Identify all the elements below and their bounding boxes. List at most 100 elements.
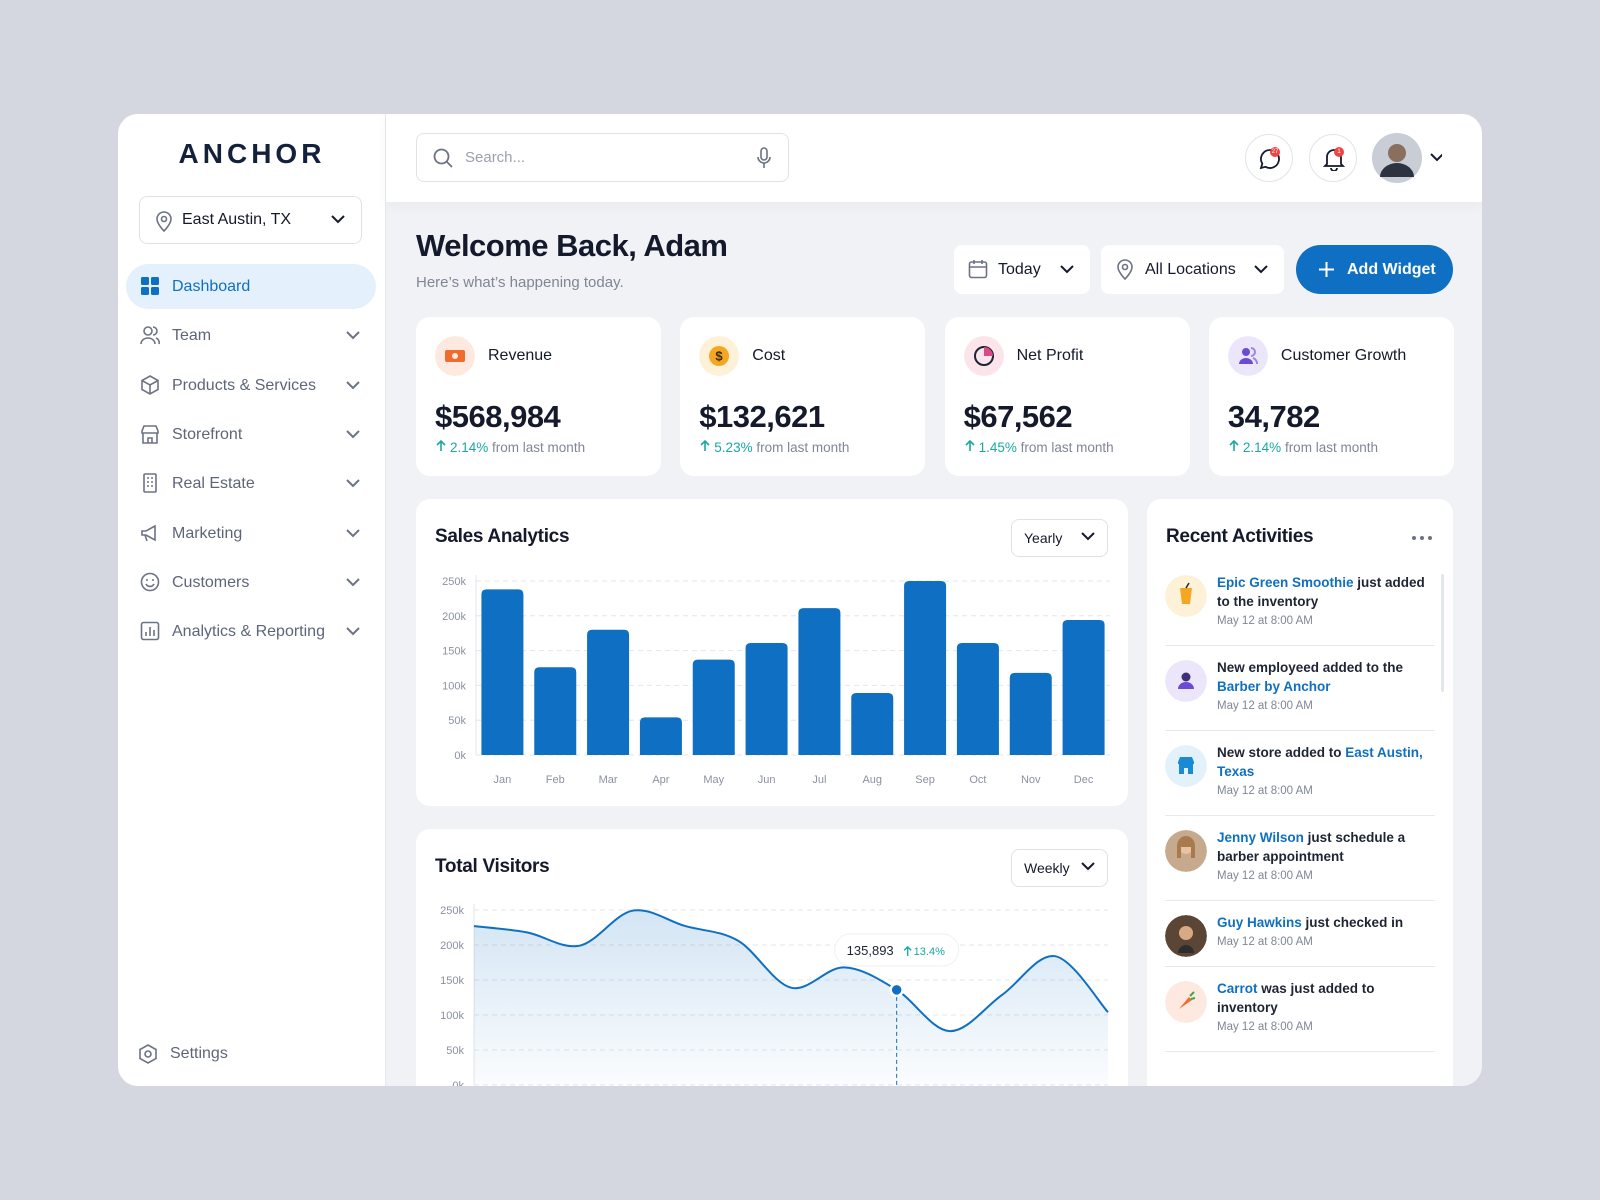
- location-filter[interactable]: All Locations: [1101, 245, 1284, 294]
- chevron: [346, 479, 360, 488]
- activity-text: New employeed added to the Barber by Anc…: [1217, 658, 1435, 696]
- brand-logo[interactable]: ANCHOR: [178, 138, 326, 169]
- activity-item[interactable]: New employeed added to the Barber by Anc…: [1165, 646, 1435, 731]
- nav-icon: [140, 621, 160, 641]
- activity-phrase: New employeed added to the: [1217, 660, 1404, 675]
- welcome-subtitle: Here’s what’s happening today.: [416, 274, 624, 291]
- activity-phrase: was just added to inventory: [1217, 981, 1375, 1015]
- date-filter[interactable]: Today: [954, 245, 1090, 294]
- activity-link[interactable]: Carrot: [1217, 981, 1258, 996]
- x-tick-label: Jan: [494, 774, 512, 786]
- kpi-value: $67,562: [963, 399, 1073, 434]
- activity-link[interactable]: Epic Green Smoothie: [1217, 575, 1354, 590]
- activity-icon: [1165, 915, 1207, 957]
- activity-item[interactable]: New store added to East Austin, Texas May…: [1165, 731, 1435, 816]
- activity-time: May 12 at 8:00 AM: [1217, 700, 1313, 712]
- kpi-change-value: 2.14%: [450, 440, 489, 455]
- x-tick-label: Nov: [1021, 774, 1041, 786]
- nav-item[interactable]: Real Estate: [126, 461, 376, 506]
- search-box[interactable]: Search...: [416, 133, 789, 182]
- activity-link[interactable]: East Austin, Texas: [1217, 745, 1423, 779]
- activity-item[interactable]: Carrot was just added to inventory May 12…: [1165, 967, 1435, 1052]
- nav-item[interactable]: Marketing: [126, 511, 376, 556]
- location-text: East Austin, TX: [182, 211, 292, 228]
- scrollbar: [1441, 574, 1444, 692]
- chevron: [1060, 265, 1074, 274]
- activity-item[interactable]: Guy Hawkins just checked in May 12 at 8:0…: [1165, 901, 1435, 967]
- svg-text:$: $: [716, 349, 724, 364]
- nav-item[interactable]: Products & Services: [126, 363, 376, 408]
- period-select[interactable]: Yearly: [1011, 519, 1108, 557]
- chevron: [346, 627, 360, 636]
- nav-icon: [140, 572, 160, 592]
- kpi-change: 2.14% from last month: [1228, 439, 1378, 455]
- nav-icon: [141, 524, 156, 541]
- add-widget-text: Add Widget: [1347, 261, 1436, 278]
- up-arrow: [1229, 439, 1239, 451]
- nav-item[interactable]: Dashboard: [126, 264, 376, 309]
- up-arrow: [903, 945, 912, 956]
- chevron: [346, 528, 360, 537]
- activity-link[interactable]: Jenny Wilson: [1217, 830, 1304, 845]
- sidebar: ANCHOR East Austin, TX Settings Dashboar…: [118, 114, 386, 1086]
- y-tick-label: 150k: [440, 975, 464, 987]
- add-widget-button[interactable]: Add Widget: [1296, 245, 1453, 294]
- x-tick-label: Aug: [862, 774, 882, 786]
- kpi-label: Net Profit: [1016, 347, 1084, 364]
- nav-item[interactable]: Team: [126, 313, 376, 358]
- nav-item[interactable]: Customers: [126, 560, 376, 605]
- kpi-card: Customer Growth 34,782 2.14% from last mon…: [1208, 317, 1454, 476]
- user-menu[interactable]: [1372, 133, 1442, 183]
- notification-badge: 1: [1334, 147, 1344, 157]
- tooltip-value: 135,893: [847, 943, 894, 958]
- activity-item[interactable]: Jenny Wilson just schedule a barber appo…: [1165, 816, 1435, 901]
- kpi-change-note: from last month: [1284, 440, 1378, 455]
- kpi-change-note: from last month: [756, 440, 850, 455]
- kpi-change-note: from last month: [1020, 440, 1114, 455]
- x-tick-label: Mar: [599, 774, 618, 786]
- nav-icon: [141, 374, 159, 395]
- up-arrow: [436, 439, 446, 451]
- y-tick-label: 250k: [440, 905, 464, 917]
- location-filter-text: All Locations: [1145, 261, 1236, 278]
- nav-label: Products & Services: [172, 376, 317, 394]
- bar: [956, 642, 999, 755]
- kpi-card: Revenue $568,984 2.14% from last month: [416, 317, 661, 476]
- activity-text: Carrot was just added to inventory: [1217, 979, 1435, 1017]
- nav-item[interactable]: Analytics & Reporting: [126, 609, 376, 654]
- kpi-icon: [1227, 336, 1268, 376]
- nav-icon: [141, 277, 159, 295]
- nav-icon: [141, 425, 159, 444]
- activity-phrase: New store added to: [1217, 745, 1346, 760]
- location-select[interactable]: East Austin, TX: [139, 196, 362, 244]
- bar: [692, 659, 735, 755]
- card-title: Sales Analytics: [435, 526, 570, 547]
- activity-item[interactable]: Epic Green Smoothie just added to the in…: [1165, 561, 1435, 646]
- period-text: Weekly: [1024, 860, 1070, 876]
- activity-time: May 12 at 8:00 AM: [1217, 1021, 1313, 1033]
- nav-label: Dashboard: [172, 278, 251, 295]
- y-tick-label: 100k: [440, 1010, 464, 1022]
- y-tick-label: 200k: [440, 940, 464, 952]
- bar: [851, 693, 894, 755]
- activity-link[interactable]: Barber by Anchor: [1217, 679, 1331, 694]
- period-text: Yearly: [1024, 530, 1063, 546]
- kpi-card: Net Profit $67,562 1.45% from last month: [944, 317, 1190, 476]
- avatar-face: [1388, 144, 1406, 162]
- activity-icon: [1165, 660, 1207, 702]
- activity-link[interactable]: Guy Hawkins: [1217, 915, 1302, 930]
- notifications-button[interactable]: 1: [1309, 134, 1357, 182]
- chevron: [1081, 532, 1095, 541]
- settings-icon: [139, 1044, 157, 1064]
- mic-icon[interactable]: [756, 147, 772, 169]
- x-tick-label: Dec: [1074, 774, 1094, 786]
- y-tick-label: 250k: [442, 576, 466, 588]
- settings-link[interactable]: Settings: [138, 1039, 338, 1069]
- date-filter-text: Today: [998, 261, 1041, 278]
- period-select[interactable]: Weekly: [1011, 849, 1108, 887]
- more-button[interactable]: [1411, 535, 1433, 541]
- messages-button[interactable]: 27: [1245, 134, 1293, 182]
- nav-item[interactable]: Storefront: [126, 412, 376, 457]
- activity-phrase: just added to the inventory: [1217, 575, 1425, 609]
- sales-card: Sales Analytics Yearly 0k 50k 100k 150k 200k…: [416, 499, 1128, 806]
